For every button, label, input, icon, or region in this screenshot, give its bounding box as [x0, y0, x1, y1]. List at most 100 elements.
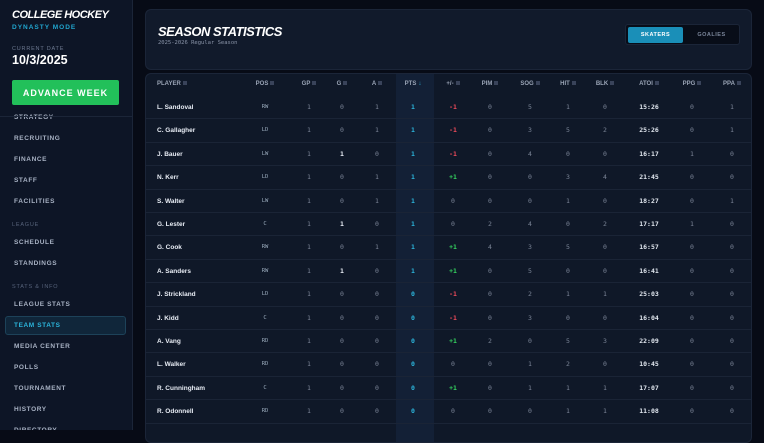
stat-a: 0: [375, 290, 379, 299]
stat-hit: 0: [566, 220, 570, 228]
app-subtitle: DYNASTY MODE: [12, 24, 77, 31]
column-header-atoi[interactable]: ATOI: [631, 74, 667, 95]
player-name[interactable]: S. Walter: [157, 197, 185, 205]
sidebar-item-polls[interactable]: POLLS: [14, 364, 39, 371]
stat-g: 0: [340, 173, 344, 182]
table-row[interactable]: A. Vang RD 1 0 0 0 +1 2 0 5 3 22:09 0 0: [146, 330, 751, 354]
column-header-hit[interactable]: HIT: [550, 74, 586, 95]
table-row[interactable]: R. Cunningham C 1 0 0 0 +1 0 1 1 1 17:07 0 0: [146, 377, 751, 401]
sidebar-item-schedule[interactable]: SCHEDULE: [14, 239, 55, 246]
sidebar-item-league-stats[interactable]: LEAGUE STATS: [14, 301, 71, 308]
player-name[interactable]: L. Sandoval: [157, 104, 194, 111]
stat-atoi: 25:26: [639, 126, 659, 135]
stat-a: 1: [375, 243, 379, 252]
player-name[interactable]: C. Gallagher: [157, 127, 196, 135]
sidebar-item-media-center[interactable]: MEDIA CENTER: [14, 343, 71, 350]
sidebar-item-recruiting[interactable]: RECRUITING: [14, 135, 61, 142]
column-header-g[interactable]: G: [324, 74, 360, 95]
stat-gp: 1: [307, 383, 311, 392]
stat-atoi: 25:03: [639, 290, 659, 299]
column-header-player[interactable]: PLAYER: [157, 74, 257, 95]
column-header-plus-minus[interactable]: +/-: [435, 74, 471, 95]
stat-ppg: 0: [690, 126, 694, 135]
column-label: PTS: [404, 81, 417, 87]
sort-icon: [535, 81, 540, 86]
player-name[interactable]: L. Walker: [157, 361, 186, 369]
column-header-blk[interactable]: BLK: [587, 74, 623, 95]
stat-atoi: 17:17: [639, 220, 659, 228]
player-name[interactable]: G. Cook: [157, 244, 182, 252]
column-header-pos[interactable]: POS: [247, 74, 283, 95]
tab-goalies[interactable]: GOALIES: [684, 27, 739, 43]
stat-gp: 1: [307, 196, 311, 205]
stat-sog: 3: [528, 313, 532, 322]
player-name[interactable]: J. Bauer: [157, 150, 183, 158]
player-name[interactable]: R. Cunningham: [157, 384, 206, 392]
player-name[interactable]: R. Odonnell: [157, 408, 194, 416]
player-name[interactable]: A. Vang: [157, 338, 181, 345]
table-row[interactable]: J. Kidd C 1 0 0 0 -1 0 3 0 0 16:04 0 0: [146, 307, 751, 330]
stat-ppa: 0: [730, 360, 734, 369]
column-header-a[interactable]: A: [359, 74, 395, 95]
sidebar-item-facilities[interactable]: FACILITIES: [14, 198, 56, 205]
sidebar-item-strategy[interactable]: STRATEGY: [14, 114, 54, 121]
stat-plus-minus: +1: [449, 173, 457, 182]
stat-g: 0: [340, 243, 344, 252]
sidebar-item-tournament[interactable]: TOURNAMENT: [14, 385, 67, 392]
column-header-ppa[interactable]: PPA: [714, 74, 750, 95]
stat-ppg: 0: [690, 196, 694, 205]
sidebar-item-directory[interactable]: DIRECTORY: [5, 421, 126, 430]
column-header-pim[interactable]: PIM: [472, 74, 508, 95]
table-row[interactable]: J. Bauer LW 1 1 0 1 -1 0 4 0 0 16:17 1 0: [146, 143, 751, 167]
column-label: A: [371, 81, 377, 87]
sidebar-item-team-stats[interactable]: TEAM STATS: [5, 316, 126, 335]
stat-sog: 1: [528, 360, 532, 369]
table-row[interactable]: S. Walter LW 1 0 1 1 0 0 0 1 0 18:27 0 1: [146, 190, 751, 213]
stat-sog: 3: [528, 243, 532, 252]
stat-blk: 0: [603, 103, 607, 111]
sort-icon: [378, 81, 383, 86]
view-toggle: SKATERS GOALIES: [625, 24, 740, 45]
table-row[interactable]: G. Lester C 1 1 0 1 0 2 4 0 2 17:17 1 0: [146, 213, 751, 237]
stat-ppa: 1: [730, 196, 734, 205]
table-row[interactable]: G. Cook RW 1 0 1 1 +1 4 3 5 0 16:57 0 0: [146, 236, 751, 260]
player-name[interactable]: J. Strickland: [157, 291, 196, 299]
current-date: 10/3/2025: [12, 53, 68, 67]
sort-icon: [571, 81, 576, 86]
sidebar-item-staff[interactable]: STAFF: [14, 177, 38, 184]
sidebar-item-history[interactable]: HISTORY: [14, 406, 47, 413]
table-row[interactable]: L. Walker RD 1 0 0 0 0 0 1 2 0 10:45 0 0: [146, 353, 751, 377]
advance-week-button[interactable]: ADVANCE WEEK: [12, 80, 119, 105]
player-name[interactable]: A. Sanders: [157, 267, 191, 275]
tab-skaters[interactable]: SKATERS: [628, 27, 683, 43]
player-name[interactable]: J. Kidd: [157, 314, 179, 322]
stat-pts: 1: [411, 149, 415, 158]
column-header-gp[interactable]: GP: [291, 74, 327, 95]
column-header-sog[interactable]: SOG: [512, 74, 548, 95]
table-row[interactable]: C. Gallagher LD 1 0 1 1 -1 0 3 5 2 25:26 0 1: [146, 119, 751, 143]
stat-pos: LW: [261, 150, 269, 157]
player-name[interactable]: G. Lester: [157, 221, 186, 228]
stat-hit: 0: [566, 313, 570, 322]
column-label: GP: [301, 81, 311, 87]
table-row[interactable]: N. Kerr LD 1 0 1 1 +1 0 0 3 4 21:45 0 0: [146, 166, 751, 190]
stat-a: 0: [375, 407, 379, 416]
column-header-pts[interactable]: PTS ↓: [395, 74, 431, 95]
table-row[interactable]: J. Strickland LD 1 0 0 0 -1 0 2 1 1 25:03 0 0: [146, 283, 751, 307]
column-header-ppg[interactable]: PPG: [674, 74, 710, 95]
stat-pim: 0: [488, 173, 492, 182]
stat-blk: 0: [603, 266, 607, 275]
table-header: PLAYER POS GP G A PTS ↓ +/- PIM SOG HIT BLK ATOI PPG P…: [146, 74, 751, 97]
table-row[interactable]: A. Sanders RW 1 1 0 1 +1 0 5 0 0 16:41 0 0: [146, 260, 751, 284]
stat-atoi: 18:27: [639, 196, 659, 205]
stat-blk: 1: [603, 407, 607, 416]
sort-icon: [494, 81, 499, 86]
table-row[interactable]: R. Odonnell RD 1 0 0 0 0 0 0 1 1 11:08 0 0: [146, 400, 751, 424]
sidebar-item-finance[interactable]: FINANCE: [14, 156, 48, 163]
sidebar-item-standings[interactable]: STANDINGS: [14, 260, 58, 267]
stat-blk: 1: [603, 383, 607, 392]
stat-ppg: 0: [690, 407, 694, 416]
table-row[interactable]: L. Sandoval RW 1 0 1 1 -1 0 5 1 0 15:26 0 1: [146, 96, 751, 120]
column-label: PLAYER: [157, 81, 181, 87]
player-name[interactable]: N. Kerr: [157, 174, 179, 182]
